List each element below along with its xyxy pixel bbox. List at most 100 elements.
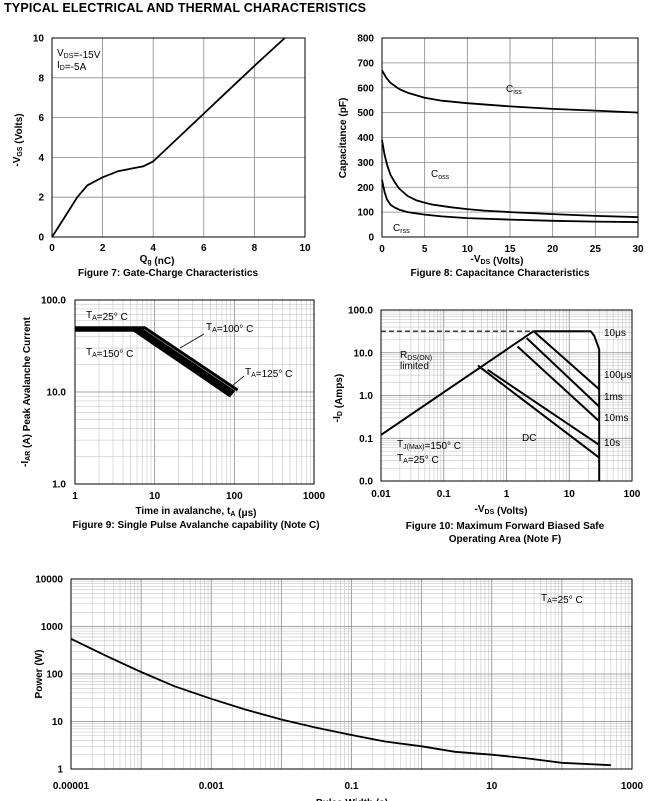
y-tick-label: 1 <box>57 765 63 776</box>
y-tick-label: 6 <box>38 113 44 124</box>
y-tick-label: 100 <box>357 208 374 219</box>
y-tick-label: 10 <box>33 34 45 45</box>
y-tick-label: 2 <box>38 193 44 204</box>
x-tick-label: 4 <box>150 243 156 254</box>
grid <box>381 37 639 238</box>
plot-frame <box>51 37 306 238</box>
figure-10-safe-operating-area-chart: 0.01 0.1 1 10 100 0.0 0.1 1.0 10.0 100.0 10μs 100μs… <box>332 306 641 546</box>
figure-11-power-chart: 0.00001 0.001 0.1 10 1000 1 10 100 1000 10000 TA=2… <box>34 575 644 801</box>
figure-9-caption: Figure 9: Single Pulse Avalanche capabil… <box>72 520 319 531</box>
annotation-ta: TA=25° C <box>541 593 583 606</box>
x-tick-label: 15 <box>504 244 516 255</box>
x-tick-label: 5 <box>422 244 428 255</box>
plot-frame <box>381 37 639 238</box>
series-label-ta-150: TA=150° C <box>86 347 133 360</box>
series-label-10ms: 10ms <box>604 413 628 424</box>
x-tick-label: 10 <box>486 781 498 792</box>
y-axis-label: -ID (Amps) <box>332 374 345 422</box>
y-tick-label: 0 <box>38 233 44 244</box>
y-tick-label: 1000 <box>41 622 64 633</box>
page-title: TYPICAL ELECTRICAL AND THERMAL CHARACTER… <box>4 1 367 15</box>
figure-7-caption: Figure 7: Gate-Charge Characteristics <box>78 268 258 279</box>
series-line-ciss <box>381 69 639 114</box>
x-tick-label: 0 <box>379 244 385 255</box>
x-tick-label: 10 <box>149 491 161 502</box>
x-tick-label: 0.1 <box>437 489 451 500</box>
x-tick-label: 6 <box>201 243 207 254</box>
y-axis-label: Capacitance (pF) <box>338 98 349 179</box>
x-tick-label: 25 <box>590 244 602 255</box>
y-tick-label: 600 <box>357 83 374 94</box>
series-line-10us <box>533 330 601 481</box>
annotation-ta: TA=25° C <box>397 453 439 466</box>
series-line-coss <box>381 139 639 218</box>
series-label-ta-25: TA=25° C <box>86 310 128 323</box>
y-tick-label: 300 <box>357 158 374 169</box>
x-tick-label: 30 <box>632 244 644 255</box>
x-axis-label: Qg (nC) <box>140 254 175 267</box>
y-tick-label: 0.0 <box>359 477 373 488</box>
y-tick-label: 100 <box>46 670 63 681</box>
x-tick-label: 0.01 <box>371 489 391 500</box>
x-tick-label: 1000 <box>303 491 326 502</box>
y-tick-label: 10000 <box>35 575 63 586</box>
y-tick-label: 700 <box>357 58 374 69</box>
x-tick-label: 0.001 <box>199 781 224 792</box>
x-tick-label: 8 <box>252 243 258 254</box>
series-label-dc: DC <box>522 433 536 444</box>
annotation-vds: VDS=-15V <box>57 48 101 61</box>
y-tick-label: 4 <box>38 153 44 164</box>
x-tick-label: 10 <box>462 244 474 255</box>
annotation-rdson: RDS(ON) <box>400 350 432 362</box>
y-tick-label: 8 <box>38 73 44 84</box>
annotation-id: ID=-5A <box>57 60 87 73</box>
x-axis-label: -VDS (Volts) <box>471 254 524 267</box>
series-label-10us: 10μs <box>604 328 626 339</box>
x-tick-label: 0.1 <box>345 781 359 792</box>
y-tick-label: 1.0 <box>52 480 66 491</box>
y-tick-label: 500 <box>357 108 374 119</box>
series-label-crss: Crss <box>393 223 410 235</box>
series-label-ta-100: TA=100° C <box>206 322 253 335</box>
series-line-vgs <box>51 37 286 238</box>
series-label-coss: Coss <box>431 169 450 181</box>
series-line-10s <box>487 368 600 446</box>
series-label-1ms: 1ms <box>604 392 623 403</box>
series-label-10s: 10s <box>604 438 620 449</box>
y-tick-label: 0.1 <box>359 434 373 445</box>
x-tick-label: 10 <box>564 489 576 500</box>
grid <box>70 579 632 770</box>
y-tick-label: 100.0 <box>348 306 373 317</box>
y-tick-label: 800 <box>357 34 374 45</box>
x-tick-label: 0 <box>49 243 55 254</box>
figure-8-caption: Figure 8: Capacitance Characteristics <box>411 268 590 279</box>
x-axis-label: Time in avalanche, tA (μs) <box>135 506 256 519</box>
x-axis-label: -VDS (Volts) <box>475 504 528 517</box>
series-line-ta-125 <box>75 327 234 396</box>
x-tick-label: 1000 <box>621 781 644 792</box>
x-tick-label: 1 <box>504 489 510 500</box>
figure-10-caption: Figure 10: Maximum Forward Biased Safe <box>406 521 605 532</box>
y-tick-label: 10 <box>52 717 64 728</box>
y-tick-label: 10.0 <box>354 348 374 359</box>
plot-frame <box>74 299 315 485</box>
y-tick-label: 1.0 <box>359 391 373 402</box>
series-line-100us <box>532 330 600 391</box>
plot-frame <box>380 309 633 482</box>
x-axis-label: Pulse Width (s) <box>316 798 388 801</box>
series-label-100us: 100μs <box>604 370 631 381</box>
y-axis-label: Power (W) <box>34 650 45 699</box>
y-tick-label: 100.0 <box>41 296 66 307</box>
y-tick-label: 200 <box>357 183 374 194</box>
leader-line-ta-100 <box>179 333 205 349</box>
y-tick-label: 0 <box>368 233 374 244</box>
y-axis-label: -VGS (Volts) <box>12 113 25 166</box>
x-tick-label: 100 <box>624 489 641 500</box>
annotation-limited: limited <box>400 361 429 372</box>
series-line-1ms <box>526 337 600 408</box>
series-line-rdson-limit <box>380 330 535 436</box>
series-line-dc <box>477 364 600 459</box>
y-tick-label: 400 <box>357 133 374 144</box>
